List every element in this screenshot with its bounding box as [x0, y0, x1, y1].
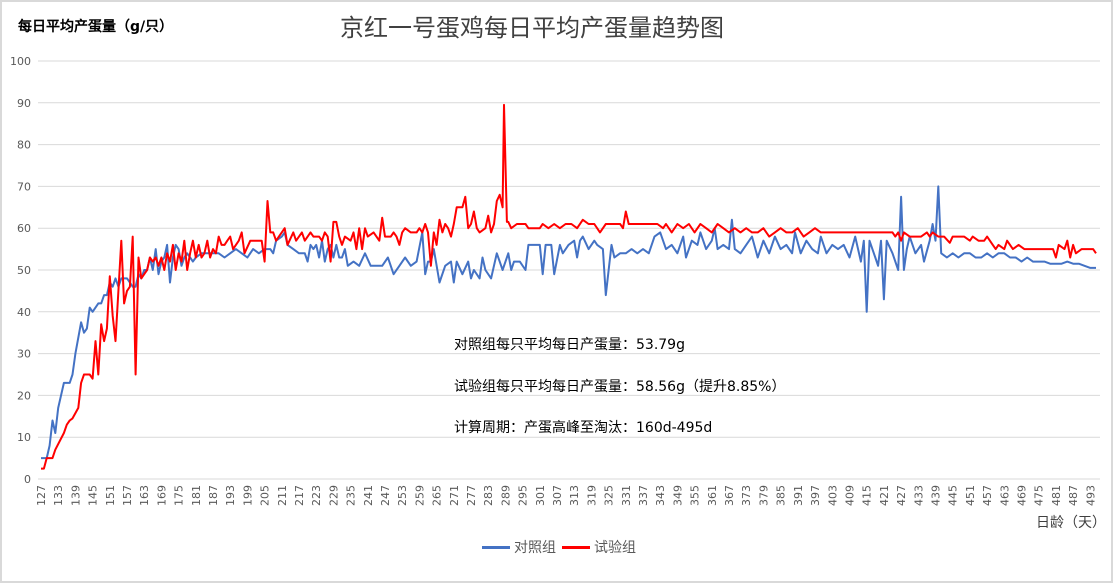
x-tick-label: 325	[603, 485, 616, 506]
x-tick-label: 193	[224, 485, 237, 506]
x-axis-label: 日龄（天）	[1036, 515, 1106, 531]
x-tick-label: 277	[465, 485, 478, 506]
x-tick-label: 265	[431, 485, 444, 506]
y-tick-label: 70	[17, 180, 31, 193]
x-tick-label: 211	[276, 485, 289, 506]
x-tick-label: 421	[878, 485, 891, 506]
x-tick-label: 427	[895, 485, 908, 506]
x-tick-label: 127	[35, 485, 48, 506]
x-tick-label: 205	[259, 485, 272, 506]
x-tick-label: 307	[551, 485, 564, 506]
y-tick-label: 20	[17, 389, 31, 402]
x-tick-label: 217	[293, 485, 306, 506]
x-tick-label: 253	[396, 485, 409, 506]
x-tick-label: 163	[138, 485, 151, 506]
legend-label-control: 对照组	[514, 540, 556, 556]
legend: 对照组 试验组	[482, 537, 642, 557]
x-tick-label: 241	[362, 485, 375, 506]
y-tick-label: 90	[17, 97, 31, 110]
chart-title: 京红一号蛋鸡每日平均产蛋量趋势图	[340, 14, 724, 42]
y-tick-label: 30	[17, 348, 31, 361]
x-tick-label: 493	[1084, 485, 1097, 506]
x-tick-label: 469	[1015, 485, 1028, 506]
legend-swatch-control	[482, 545, 510, 549]
x-tick-label: 151	[104, 485, 117, 506]
legend-label-trial: 试验组	[594, 540, 636, 556]
x-tick-label: 355	[689, 485, 702, 506]
x-tick-label: 439	[929, 485, 942, 506]
x-tick-label: 223	[310, 485, 323, 506]
y-tick-label: 60	[17, 222, 31, 235]
x-tick-label: 331	[620, 485, 633, 506]
annotation-control-average: 对照组每只平均每日产蛋量：53.79g	[454, 337, 685, 353]
x-tick-label: 379	[757, 485, 770, 506]
x-tick-label: 259	[413, 485, 426, 506]
x-tick-label: 133	[52, 485, 65, 506]
x-tick-label: 481	[1050, 485, 1063, 506]
y-tick-label: 80	[17, 139, 31, 152]
series-line-trial	[41, 103, 1097, 470]
x-tick-label: 367	[723, 485, 736, 506]
x-tick-label: 199	[241, 485, 254, 506]
x-tick-label: 313	[568, 485, 581, 506]
x-tick-label: 187	[207, 485, 220, 506]
x-tick-label: 391	[792, 485, 805, 506]
x-tick-label: 463	[998, 485, 1011, 506]
x-tick-label: 409	[843, 485, 856, 506]
x-tick-label: 271	[448, 485, 461, 506]
x-tick-label: 139	[69, 485, 82, 506]
series-line-control	[41, 185, 1096, 460]
x-tick-label: 385	[775, 485, 788, 506]
x-tick-label: 361	[706, 485, 719, 506]
x-tick-label: 475	[1033, 485, 1046, 506]
y-tick-label: 50	[17, 264, 31, 277]
y-tick-label: 40	[17, 306, 31, 319]
x-tick-label: 247	[379, 485, 392, 506]
x-tick-label: 397	[809, 485, 822, 506]
x-tick-label: 283	[482, 485, 495, 506]
x-tick-label: 229	[327, 485, 340, 506]
x-tick-label: 181	[190, 485, 203, 506]
x-tick-label: 487	[1067, 485, 1080, 506]
y-tick-label: 10	[17, 431, 31, 444]
x-tick-label: 169	[155, 485, 168, 506]
x-tick-label: 175	[173, 485, 186, 506]
legend-item-control: 对照组	[482, 537, 556, 557]
x-tick-label: 157	[121, 485, 134, 506]
x-tick-label: 415	[861, 485, 874, 506]
x-tick-label: 337	[637, 485, 650, 506]
x-tick-label: 301	[534, 485, 547, 506]
x-tick-label: 403	[826, 485, 839, 506]
y-tick-label: 0	[24, 473, 31, 486]
x-tick-label: 445	[947, 485, 960, 506]
x-tick-label: 457	[981, 485, 994, 506]
x-tick-label: 349	[671, 485, 684, 506]
x-tick-label: 319	[585, 485, 598, 506]
x-tick-label: 373	[740, 485, 753, 506]
x-tick-label: 343	[654, 485, 667, 506]
legend-item-trial: 试验组	[562, 537, 636, 557]
x-tick-label: 295	[517, 485, 530, 506]
x-tick-label: 433	[912, 485, 925, 506]
x-tick-label: 235	[345, 485, 358, 506]
x-tick-label: 145	[87, 485, 100, 506]
annotation-period: 计算周期：产蛋高峰至淘汰：160d-495d	[454, 420, 713, 436]
x-tick-label: 451	[964, 485, 977, 506]
x-tick-label: 289	[499, 485, 512, 506]
legend-swatch-trial	[562, 545, 590, 549]
y-tick-label: 100	[10, 55, 31, 68]
annotation-trial-average: 试验组每只平均每日产蛋量：58.56g（提升8.85%）	[454, 379, 786, 395]
y-axis-label: 每日平均产蛋量（g/只）	[18, 19, 174, 35]
